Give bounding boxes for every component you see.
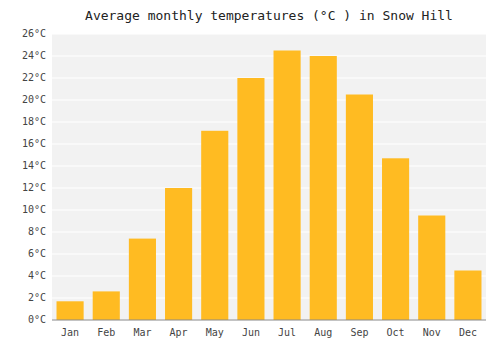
y-axis: 0°C 2°C 4°C 6°C 8°C 10°C 12°C 14°C 16°C 18°C 20°C 2…: [22, 28, 46, 325]
x-tick-label: Apr: [170, 327, 188, 338]
title: Average monthly temperatures (°C ) in Sn…: [85, 8, 453, 23]
grid-line: [52, 77, 486, 78]
grid: [52, 34, 486, 320]
x-axis-line: [52, 320, 486, 321]
bar: [201, 131, 228, 320]
x-tick-label: Jun: [242, 327, 260, 338]
x-tick-label: Oct: [387, 327, 405, 338]
grid-line: [52, 143, 486, 144]
y-tick-label: 16°C: [22, 138, 46, 149]
grid-line: [52, 121, 486, 122]
grid-line: [52, 319, 486, 320]
grid-line: [52, 187, 486, 188]
bar: [418, 216, 445, 321]
bar: [93, 291, 120, 320]
y-tick-label: 20°C: [22, 94, 46, 105]
y-tick-label: 4°C: [28, 270, 46, 281]
x-tick-label: Feb: [97, 327, 115, 338]
bar: [237, 78, 264, 320]
y-tick-label: 10°C: [22, 204, 46, 215]
y-tick-label: 24°C: [22, 50, 46, 61]
y-tick-label: 26°C: [22, 28, 46, 39]
grid-line: [52, 55, 486, 56]
plot-background: [52, 34, 486, 320]
bar: [454, 271, 481, 321]
x-tick-label: Mar: [133, 327, 151, 338]
y-tick-label: 18°C: [22, 116, 46, 127]
y-tick-label: 6°C: [28, 248, 46, 259]
bars: [57, 51, 482, 321]
x-tick-label: May: [206, 327, 224, 338]
x-tick-label: Jan: [61, 327, 79, 338]
bar: [382, 158, 409, 320]
grid-line: [52, 209, 486, 210]
grid-line: [52, 165, 486, 166]
x-axis: Jan Feb Mar Apr May Jun Jul Aug Sep Oct Nov Dec: [61, 327, 477, 338]
bar: [274, 51, 301, 321]
x-tick-label: Dec: [459, 327, 477, 338]
bar: [129, 239, 156, 320]
bar: [57, 301, 84, 320]
y-tick-label: 22°C: [22, 72, 46, 83]
x-tick-label: Aug: [314, 327, 332, 338]
chart: 0°C 2°C 4°C 6°C 8°C 10°C 12°C 14°C 16°C 18°C 20°C 2…: [0, 0, 500, 350]
y-tick-label: 12°C: [22, 182, 46, 193]
y-tick-label: 14°C: [22, 160, 46, 171]
y-tick-label: 8°C: [28, 226, 46, 237]
grid-line: [52, 33, 486, 34]
bar: [165, 188, 192, 320]
y-tick-label: 0°C: [28, 314, 46, 325]
grid-line: [52, 99, 486, 100]
y-tick-label: 2°C: [28, 292, 46, 303]
bar: [346, 95, 373, 321]
bar: [310, 56, 337, 320]
x-tick-label: Jul: [278, 327, 296, 338]
x-tick-label: Nov: [423, 327, 441, 338]
x-tick-label: Sep: [350, 327, 368, 338]
